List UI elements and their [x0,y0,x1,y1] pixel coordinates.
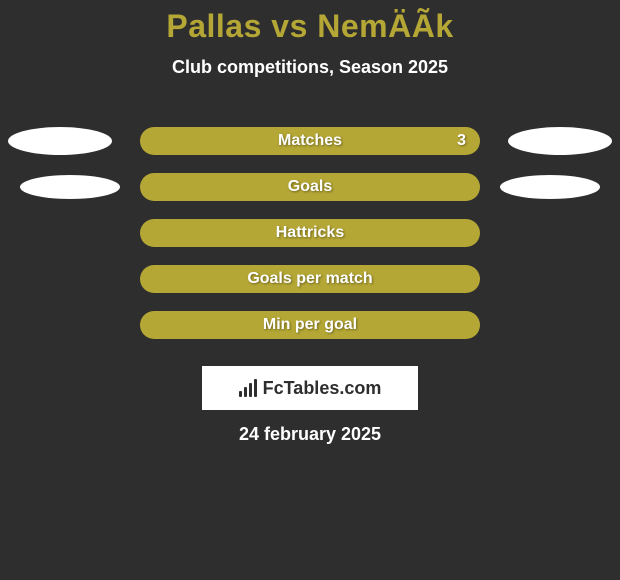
left-value-bubble [8,127,112,155]
right-value-bubble [508,127,612,155]
stat-label: Matches [278,132,342,150]
stat-row: Matches 3 [0,118,620,164]
stat-pill: Goals per match [140,265,480,293]
stat-row: Goals per match [0,256,620,302]
stat-row: Hattricks [0,210,620,256]
brand-label: FcTables.com [263,378,382,399]
bars-icon [239,379,257,397]
stat-pill: Hattricks [140,219,480,247]
stat-label: Goals per match [247,270,372,288]
stat-label: Min per goal [263,316,357,334]
page-title: Pallas vs NemÄÃk [0,8,620,45]
stat-pill: Goals [140,173,480,201]
stat-pill: Matches 3 [140,127,480,155]
stat-row: Min per goal [0,302,620,348]
brand-box[interactable]: FcTables.com [202,366,418,410]
stat-label: Hattricks [276,224,344,242]
footer-date: 24 february 2025 [0,424,620,445]
stats-card: Pallas vs NemÄÃk Club competitions, Seas… [0,0,620,445]
stat-value: 3 [457,132,466,150]
page-subtitle: Club competitions, Season 2025 [0,57,620,78]
left-value-bubble [20,175,120,199]
stat-pill: Min per goal [140,311,480,339]
right-value-bubble [500,175,600,199]
stat-row: Goals [0,164,620,210]
stat-rows: Matches 3 Goals Hattricks Goals per match Min… [0,118,620,348]
stat-label: Goals [288,178,332,196]
